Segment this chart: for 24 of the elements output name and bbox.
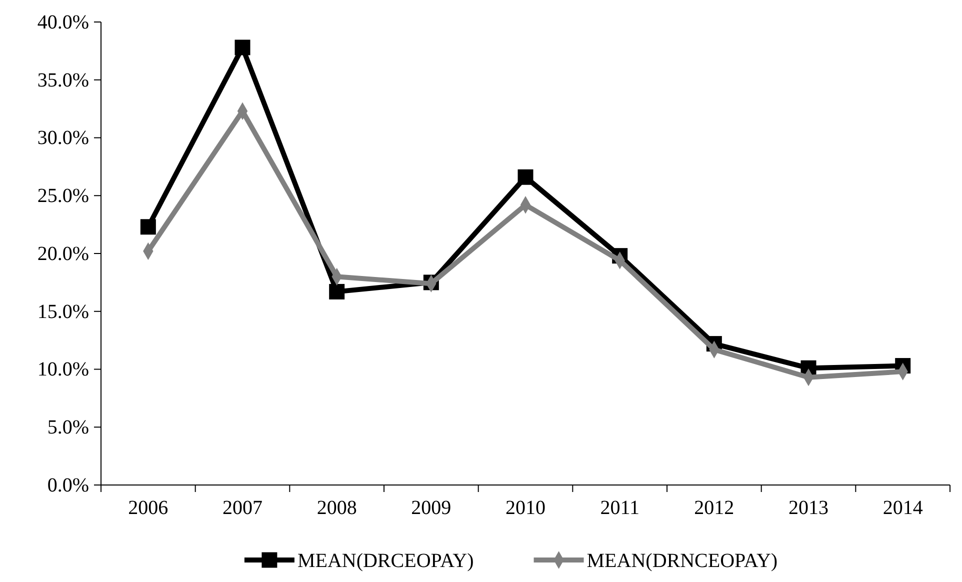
y-tick-label: 35.0%	[37, 69, 89, 92]
y-tick-label: 5.0%	[47, 416, 89, 439]
y-tick-label: 10.0%	[37, 358, 89, 381]
legend-label: MEAN(DRNCEOPAY)	[586, 550, 778, 572]
y-tick-label: 30.0%	[37, 127, 89, 150]
y-tick-label: 15.0%	[37, 300, 89, 323]
legend-label: MEAN(DRCEOPAY)	[297, 550, 474, 572]
y-tick-label: 25.0%	[37, 185, 89, 208]
y-tick-label: 0.0%	[47, 474, 89, 496]
x-tick-label: 2007	[222, 497, 262, 519]
x-tick-label: 2012	[694, 497, 734, 519]
y-tick-label: 20.0%	[37, 242, 89, 265]
x-tick-label: 2009	[411, 497, 452, 519]
x-tick-label: 2013	[788, 497, 828, 519]
x-tick-label: 2014	[882, 497, 923, 519]
x-tick-label: 2008	[316, 497, 357, 519]
x-tick-label: 2011	[600, 497, 640, 519]
point	[329, 284, 345, 300]
x-tick-label: 2006	[128, 497, 168, 519]
y-tick-label: 40.0%	[37, 11, 89, 34]
x-tick-label: 2010	[506, 497, 546, 519]
point	[234, 40, 250, 56]
point	[140, 219, 156, 235]
point	[518, 169, 534, 185]
